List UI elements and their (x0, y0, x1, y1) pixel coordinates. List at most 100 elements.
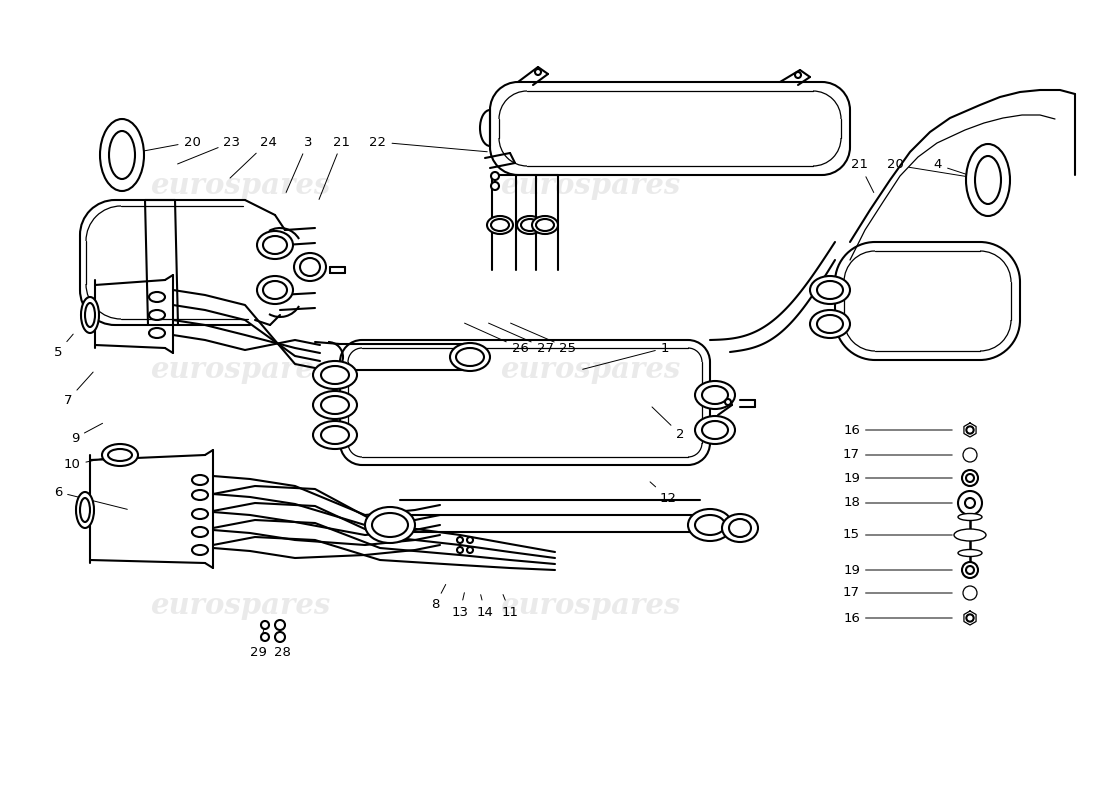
Circle shape (966, 474, 974, 482)
Circle shape (725, 399, 732, 405)
Text: eurospares: eurospares (150, 170, 330, 199)
Text: 13: 13 (451, 593, 469, 618)
Ellipse shape (148, 328, 165, 338)
Text: eurospares: eurospares (150, 355, 330, 385)
Ellipse shape (148, 292, 165, 302)
Ellipse shape (76, 492, 94, 528)
Ellipse shape (810, 276, 850, 304)
Circle shape (966, 566, 974, 574)
Ellipse shape (695, 416, 735, 444)
Text: 12: 12 (650, 482, 676, 505)
Ellipse shape (314, 421, 358, 449)
Circle shape (491, 172, 499, 180)
Ellipse shape (817, 281, 843, 299)
Text: 9: 9 (70, 423, 102, 445)
Text: 4: 4 (934, 158, 1005, 187)
Ellipse shape (257, 231, 293, 259)
Ellipse shape (257, 276, 293, 304)
Ellipse shape (456, 348, 484, 366)
Circle shape (456, 537, 463, 543)
Ellipse shape (722, 514, 758, 542)
Ellipse shape (958, 514, 982, 521)
Text: 2: 2 (652, 407, 684, 441)
Circle shape (962, 562, 978, 578)
Ellipse shape (958, 550, 982, 557)
Text: 18: 18 (843, 497, 953, 510)
Circle shape (965, 498, 975, 508)
Ellipse shape (263, 281, 287, 299)
Ellipse shape (372, 513, 408, 537)
Ellipse shape (702, 386, 728, 404)
Ellipse shape (148, 310, 165, 320)
Ellipse shape (536, 219, 554, 231)
Text: 20: 20 (887, 158, 986, 179)
Ellipse shape (810, 310, 850, 338)
Ellipse shape (294, 253, 326, 281)
Text: 8: 8 (431, 585, 446, 611)
Ellipse shape (487, 216, 513, 234)
Circle shape (967, 426, 974, 434)
Text: 23: 23 (177, 135, 241, 164)
Text: 1: 1 (583, 342, 669, 370)
Ellipse shape (314, 361, 358, 389)
Text: eurospares: eurospares (499, 590, 680, 619)
Ellipse shape (321, 426, 349, 444)
Text: 14: 14 (476, 594, 494, 618)
Ellipse shape (263, 236, 287, 254)
Text: 27: 27 (488, 323, 553, 354)
Text: eurospares: eurospares (499, 355, 680, 385)
Ellipse shape (966, 144, 1010, 216)
Ellipse shape (81, 297, 99, 333)
Ellipse shape (192, 527, 208, 537)
Ellipse shape (695, 515, 725, 535)
Text: 3: 3 (286, 135, 312, 193)
Text: 17: 17 (843, 449, 953, 462)
Text: 5: 5 (54, 334, 74, 358)
Ellipse shape (102, 444, 138, 466)
Text: 15: 15 (843, 529, 953, 542)
Circle shape (456, 547, 463, 553)
Ellipse shape (729, 519, 751, 537)
Ellipse shape (314, 391, 358, 419)
Circle shape (535, 69, 541, 75)
Circle shape (958, 491, 982, 515)
Text: 26: 26 (464, 323, 528, 354)
Ellipse shape (695, 381, 735, 409)
Text: 6: 6 (54, 486, 128, 510)
Text: 16: 16 (843, 423, 953, 437)
Ellipse shape (521, 219, 539, 231)
Text: 21: 21 (319, 135, 351, 199)
Text: 10: 10 (64, 455, 118, 471)
Circle shape (967, 614, 974, 622)
Text: 19: 19 (843, 563, 953, 577)
Text: eurospares: eurospares (499, 170, 680, 199)
Ellipse shape (517, 216, 543, 234)
Circle shape (962, 586, 977, 600)
Circle shape (275, 632, 285, 642)
Circle shape (275, 620, 285, 630)
Text: 11: 11 (502, 594, 518, 618)
Circle shape (261, 621, 270, 629)
Ellipse shape (300, 258, 320, 276)
Text: eurospares: eurospares (150, 590, 330, 619)
Text: 7: 7 (64, 372, 94, 406)
Text: 17: 17 (843, 586, 953, 599)
Ellipse shape (365, 507, 415, 543)
Ellipse shape (192, 545, 208, 555)
Circle shape (491, 182, 499, 190)
Circle shape (261, 633, 270, 641)
Text: 21: 21 (851, 158, 873, 193)
Ellipse shape (702, 421, 728, 439)
Ellipse shape (100, 119, 144, 191)
Text: 25: 25 (510, 323, 576, 354)
Ellipse shape (817, 315, 843, 333)
Ellipse shape (192, 509, 208, 519)
Circle shape (468, 537, 473, 543)
Ellipse shape (450, 343, 490, 371)
Circle shape (962, 448, 977, 462)
Ellipse shape (192, 490, 208, 500)
Text: 19: 19 (843, 471, 953, 485)
Circle shape (468, 547, 473, 553)
Ellipse shape (321, 366, 349, 384)
Text: 29: 29 (250, 628, 266, 658)
